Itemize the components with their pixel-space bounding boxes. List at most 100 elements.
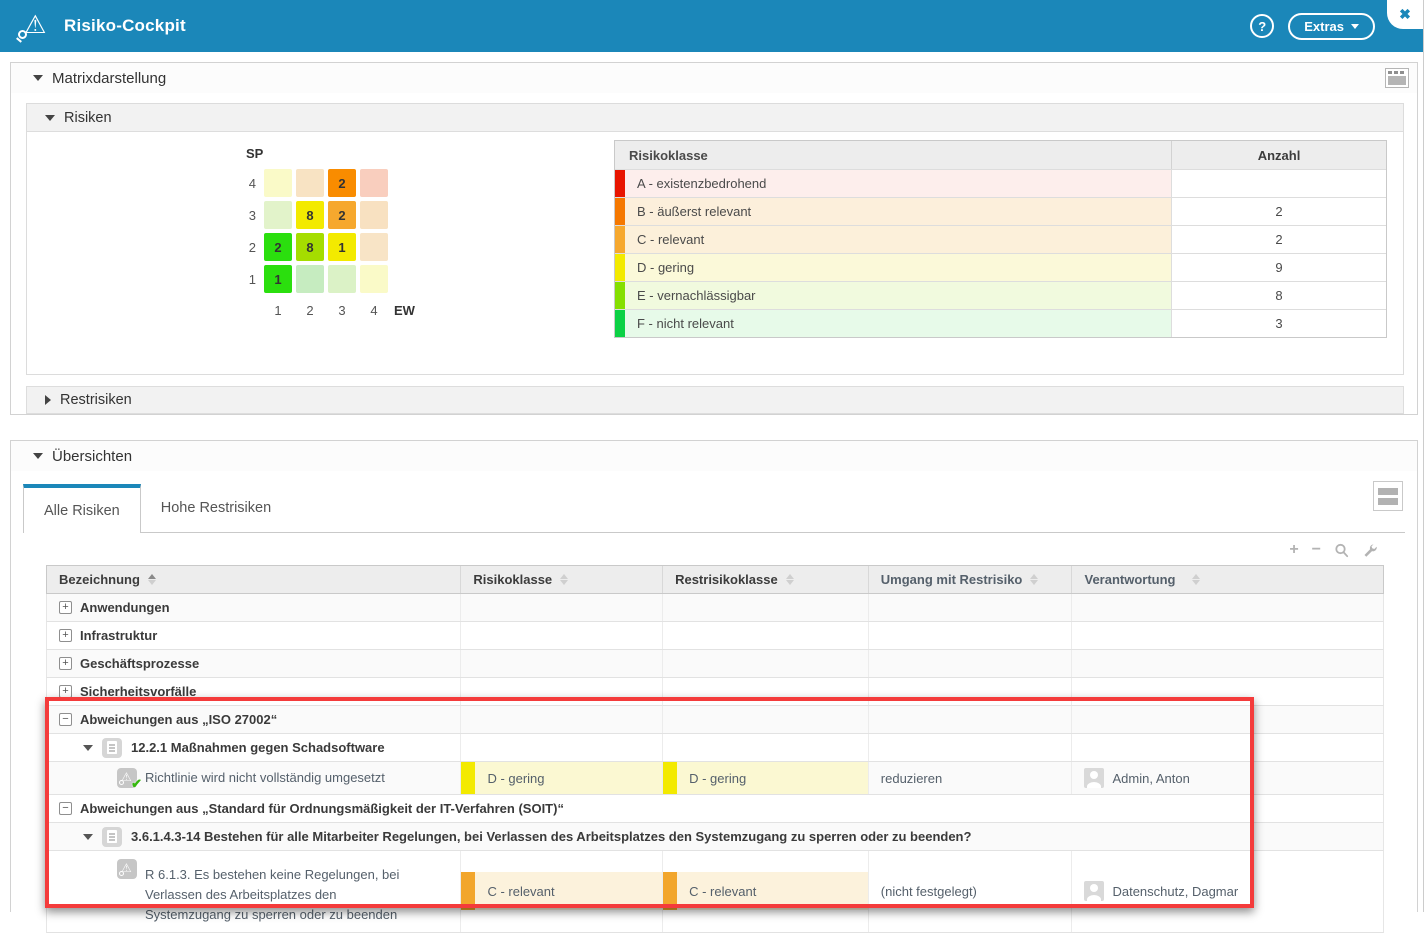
- matrix-cell: 2: [328, 201, 356, 229]
- close-button[interactable]: ✖: [1387, 0, 1423, 29]
- matrix-cell: 1: [328, 233, 356, 261]
- risiken-panel: Risiken SP 4 2 3 8: [26, 103, 1404, 375]
- document-icon: [102, 827, 122, 847]
- expand-plus-icon[interactable]: +: [59, 601, 72, 614]
- table-row-soit[interactable]: −Abweichungen aus „Standard für Ordnungs…: [46, 795, 1384, 823]
- class-count: 2: [1171, 198, 1386, 225]
- table-toolbar: + −: [11, 541, 1377, 559]
- collapse-caret-icon: [33, 75, 43, 81]
- restrisiken-header[interactable]: Restrisiken: [26, 386, 1404, 414]
- risikoklasse-row-c: C - relevant 2: [615, 225, 1386, 253]
- risikoklasse-table: Risikoklasse Anzahl A - existenzbedrohen…: [614, 140, 1387, 338]
- col-risikoklasse: Risikoklasse: [615, 141, 1171, 169]
- matrix-cell: 2: [264, 233, 292, 261]
- uebersichten-title: Übersichten: [52, 448, 132, 465]
- class-count: 9: [1171, 254, 1386, 281]
- extras-dropdown-button[interactable]: Extras: [1288, 13, 1375, 40]
- table-row-12-2-1[interactable]: 12.2.1 Maßnahmen gegen Schadsoftware: [46, 734, 1384, 762]
- app-title: Risiko-Cockpit: [64, 16, 186, 36]
- risikoklasse-row-e: E - vernachlässigbar 8: [615, 281, 1386, 309]
- y-tick: 2: [232, 240, 256, 255]
- risiken-header[interactable]: Risiken: [27, 104, 1403, 132]
- matrix-cell: [360, 169, 388, 197]
- matrix-cell: [360, 265, 388, 293]
- expand-plus-icon[interactable]: +: [59, 685, 72, 698]
- matrix-cell: 8: [296, 233, 324, 261]
- col-bezeichnung[interactable]: Bezeichnung: [47, 566, 461, 593]
- wrench-icon[interactable]: [1362, 543, 1377, 558]
- risiken-title: Risiken: [64, 110, 112, 126]
- person-icon: [1084, 768, 1104, 788]
- collapse-all-button[interactable]: −: [1312, 542, 1321, 558]
- collapse-caret-icon[interactable]: [83, 834, 93, 840]
- uebersichten-header[interactable]: Übersichten: [11, 441, 1417, 471]
- risks-table-header: Bezeichnung Risikoklasse Restrisikoklass…: [46, 566, 1384, 594]
- matrixdarstellung-header[interactable]: Matrixdarstellung: [11, 63, 1417, 93]
- document-icon: [102, 738, 122, 758]
- table-row-r613[interactable]: ⚠ R 6.1.3. Es bestehen keine Regelungen,…: [46, 851, 1384, 932]
- matrix-cell: [264, 169, 292, 197]
- matrix-cell: [264, 201, 292, 229]
- restrisikoklasse-cell: C - relevant: [663, 872, 868, 910]
- verantwortung-value: Admin, Anton: [1112, 771, 1189, 786]
- risk-magnifier-logo-icon: ⚠: [18, 11, 52, 41]
- class-color-bar: [615, 254, 625, 281]
- extras-label: Extras: [1304, 19, 1344, 34]
- class-color-chip: [461, 872, 475, 910]
- layout-grid-icon[interactable]: [1385, 68, 1409, 88]
- collapse-caret-icon[interactable]: [83, 745, 93, 751]
- collapse-minus-icon[interactable]: −: [59, 802, 72, 815]
- expand-plus-icon[interactable]: +: [59, 629, 72, 642]
- table-row-geschaeftsprozesse[interactable]: +Geschäftsprozesse: [46, 650, 1384, 678]
- x-axis-label: EW: [394, 303, 415, 318]
- help-button[interactable]: ?: [1250, 14, 1274, 38]
- class-label: B - äußerst relevant: [625, 198, 1171, 225]
- table-row-infrastruktur[interactable]: +Infrastruktur: [46, 622, 1384, 650]
- risk-icon: ⚠: [117, 859, 137, 879]
- class-label: D - gering: [625, 254, 1171, 281]
- risikoklasse-row-f: F - nicht relevant 3: [615, 309, 1386, 337]
- sort-icons: [148, 574, 156, 585]
- x-tick: 1: [264, 303, 292, 318]
- matrix-cell: 2: [328, 169, 356, 197]
- collapse-caret-icon: [45, 115, 55, 121]
- matrix-cell: [296, 169, 324, 197]
- risk-check-icon: ⚠✔: [117, 768, 137, 788]
- table-row-iso27002[interactable]: −Abweichungen aus „ISO 27002“: [46, 706, 1384, 734]
- uebersichten-panel: Übersichten Alle Risiken Hohe Restrisike…: [10, 440, 1418, 912]
- restrisiken-title: Restrisiken: [60, 392, 132, 408]
- tab-hohe-restrisiken[interactable]: Hohe Restrisiken: [141, 484, 291, 532]
- table-row-anwendungen[interactable]: +Anwendungen: [46, 594, 1384, 622]
- sort-icons: [786, 574, 794, 585]
- class-label: F - nicht relevant: [625, 310, 1171, 337]
- table-row-3-6-1-4-3-14[interactable]: 3.6.1.4.3-14 Bestehen für alle Mitarbeit…: [46, 823, 1384, 851]
- expand-all-button[interactable]: +: [1289, 542, 1298, 558]
- class-count: [1171, 170, 1386, 197]
- matrixdarstellung-panel: Matrixdarstellung Risiken SP 4 2: [10, 62, 1418, 415]
- col-risikoklasse[interactable]: Risikoklasse: [461, 566, 663, 593]
- matrixdarstellung-title: Matrixdarstellung: [52, 70, 166, 87]
- table-row-richtlinie[interactable]: ⚠✔ Richtlinie wird nicht vollständig umg…: [46, 762, 1384, 795]
- expand-plus-icon[interactable]: +: [59, 657, 72, 670]
- matrix-cell: [360, 233, 388, 261]
- chevron-down-icon: [1351, 24, 1359, 29]
- matrix-cell: [360, 201, 388, 229]
- risiko-cockpit-window: ⚠ Risiko-Cockpit ? Extras ✖ Matrixdarste…: [0, 0, 1424, 912]
- class-count: 3: [1171, 310, 1386, 337]
- sort-icons: [1192, 574, 1200, 585]
- tab-alle-risiken[interactable]: Alle Risiken: [23, 484, 141, 533]
- restrisikoklasse-cell: D - gering: [663, 762, 868, 794]
- table-row-sicherheitsvorfaelle[interactable]: +Sicherheitsvorfälle: [46, 678, 1384, 706]
- class-color-chip: [663, 762, 677, 794]
- search-icon[interactable]: [1334, 543, 1349, 558]
- col-umgang[interactable]: Umgang mit Restrisiko: [869, 566, 1073, 593]
- risk-matrix: SP 4 2 3 8 2: [232, 146, 415, 323]
- class-color-chip: [461, 762, 475, 794]
- matrix-cell: 8: [296, 201, 324, 229]
- app-header: ⚠ Risiko-Cockpit ? Extras ✖: [0, 0, 1423, 52]
- risikoklasse-row-a: A - existenzbedrohend: [615, 169, 1386, 197]
- col-restrisikoklasse[interactable]: Restrisikoklasse: [663, 566, 869, 593]
- col-verantwortung[interactable]: Verantwortung: [1072, 566, 1383, 593]
- collapse-minus-icon[interactable]: −: [59, 713, 72, 726]
- class-color-chip: [663, 872, 677, 910]
